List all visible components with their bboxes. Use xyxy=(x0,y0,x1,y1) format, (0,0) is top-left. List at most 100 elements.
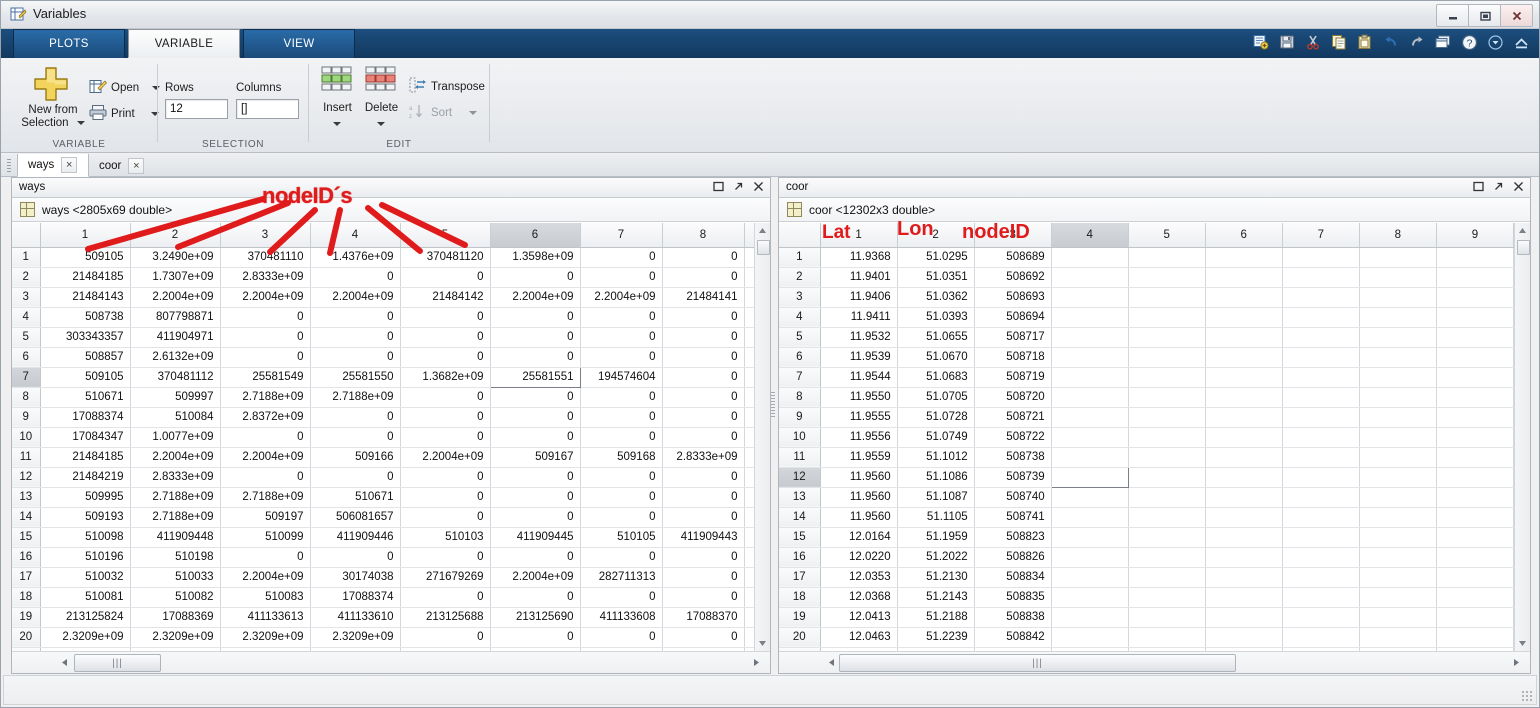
grid-cell[interactable]: 2.2004e+09 xyxy=(130,447,221,468)
grid-cell[interactable] xyxy=(1436,447,1515,468)
row-header-13[interactable]: 13 xyxy=(12,487,41,508)
grid-cell[interactable]: 0 xyxy=(662,427,745,448)
grid-cell[interactable]: 0 xyxy=(580,587,663,608)
table-row[interactable]: 1851008151008251008317088374000000 xyxy=(12,587,770,608)
grid-cell[interactable]: 17088369 xyxy=(130,607,221,628)
grid-cell[interactable]: 2.3209e+09 xyxy=(310,627,401,648)
grid-cell[interactable]: 0 xyxy=(400,547,491,568)
grid-cell[interactable] xyxy=(1282,307,1360,328)
grid-cell[interactable] xyxy=(1359,527,1437,548)
dropdown-icon[interactable] xyxy=(1485,32,1505,52)
column-header-5[interactable]: 5 xyxy=(1128,223,1206,248)
grid-cell[interactable] xyxy=(1205,527,1283,548)
grid-cell[interactable] xyxy=(1051,307,1129,328)
grid-cell[interactable] xyxy=(1359,567,1437,588)
scroll-left-icon[interactable] xyxy=(56,654,72,670)
grid-cell[interactable]: 508842 xyxy=(974,627,1052,648)
grid-cell[interactable]: 51.2188 xyxy=(897,607,975,628)
transpose-button[interactable]: Transpose xyxy=(409,77,485,97)
grid-cell[interactable]: 509168 xyxy=(580,447,663,468)
grid-cell[interactable] xyxy=(1282,547,1360,568)
grid-cell[interactable]: 508693 xyxy=(974,287,1052,308)
grid-cell[interactable]: 510033 xyxy=(130,567,221,588)
grid-cell[interactable]: 0 xyxy=(580,487,663,508)
columns-input[interactable]: [] xyxy=(236,99,299,119)
collapse-ribbon-icon[interactable] xyxy=(1511,32,1531,52)
grid-cell[interactable]: 11.9544 xyxy=(820,367,898,388)
grid-cell[interactable]: 51.0362 xyxy=(897,287,975,308)
grid-cell[interactable]: 510671 xyxy=(310,487,401,508)
grid-cell[interactable]: 509197 xyxy=(220,507,311,528)
grid-cell[interactable]: 0 xyxy=(580,247,663,268)
grid-cell[interactable]: 509167 xyxy=(490,447,581,468)
grid-cell[interactable]: 51.1086 xyxy=(897,467,975,488)
grid-cell[interactable]: 0 xyxy=(662,347,745,368)
grid-cell[interactable] xyxy=(1051,387,1129,408)
grid-cell[interactable]: 2.3209e+09 xyxy=(220,627,311,648)
grid-cell[interactable]: 11.9401 xyxy=(820,267,898,288)
grid-cell[interactable] xyxy=(1205,327,1283,348)
grid-cell[interactable] xyxy=(1128,447,1206,468)
grid-cell[interactable] xyxy=(1205,647,1283,651)
table-row[interactable]: 530334335741190497100000000 xyxy=(12,327,770,348)
row-header-5[interactable]: 5 xyxy=(779,327,821,348)
grid-cell[interactable]: 0 xyxy=(490,627,581,648)
grid-cell[interactable]: 51.0683 xyxy=(897,367,975,388)
grid-cell[interactable]: 303343357 xyxy=(40,327,131,348)
grid-cell[interactable]: 510099 xyxy=(220,527,311,548)
grid-cell[interactable]: 0 xyxy=(400,327,491,348)
grid-cell[interactable]: 0 xyxy=(490,507,581,528)
grid-cell[interactable]: 0 xyxy=(400,267,491,288)
grid-cell[interactable]: 11.9411 xyxy=(820,307,898,328)
scroll-down-icon[interactable] xyxy=(755,636,770,651)
grid-cell[interactable] xyxy=(1128,407,1206,428)
grid-cell[interactable]: 0 xyxy=(662,647,745,651)
grid-cell[interactable]: 2.2004e+09 xyxy=(220,447,311,468)
grid-cell[interactable]: 411904971 xyxy=(130,327,221,348)
grid-cell[interactable]: 0 xyxy=(580,407,663,428)
grid-cell[interactable]: 0 xyxy=(310,267,401,288)
row-header-1[interactable]: 1 xyxy=(12,247,41,268)
grid-cell[interactable] xyxy=(1128,327,1206,348)
row-header-5[interactable]: 5 xyxy=(12,327,41,348)
grid-cell[interactable]: 2.2004e+09 xyxy=(310,287,401,308)
grid-cell[interactable]: 17088374 xyxy=(40,407,131,428)
row-header-16[interactable]: 16 xyxy=(12,547,41,568)
close-button[interactable] xyxy=(753,181,764,195)
grid-cell[interactable]: 0 xyxy=(400,627,491,648)
table-row[interactable]: 2 11.9401 51.0351 508692 xyxy=(779,267,1515,288)
grid-cell[interactable]: 0 xyxy=(580,467,663,488)
grid-cell[interactable] xyxy=(1051,647,1129,651)
grid-cell[interactable]: 1.7307e+09 xyxy=(130,267,221,288)
grid-cell[interactable] xyxy=(1436,487,1515,508)
grid-cell[interactable]: 2.7188e+09 xyxy=(220,387,311,408)
grid-cell[interactable]: 25581626 xyxy=(220,647,311,651)
grid-cell[interactable]: 0 xyxy=(662,567,745,588)
scroll-down-icon[interactable] xyxy=(1515,636,1530,651)
table-row[interactable]: 18 12.0368 51.2143 508835 xyxy=(779,587,1515,608)
grid-cell[interactable]: 2.3209e+09 xyxy=(40,627,131,648)
column-header-2[interactable]: 2 xyxy=(130,223,221,248)
grid-cell[interactable]: 508834 xyxy=(974,567,1052,588)
column-header-8[interactable]: 8 xyxy=(1359,223,1437,248)
grid-cell[interactable]: 11.9539 xyxy=(820,347,898,368)
grid-cell[interactable]: 0 xyxy=(400,507,491,528)
grid-cell[interactable] xyxy=(1359,307,1437,328)
grid-cell[interactable] xyxy=(1359,387,1437,408)
selected-cell[interactable] xyxy=(1050,466,1129,488)
grid-cell[interactable]: 0 xyxy=(490,407,581,428)
grid-cell[interactable] xyxy=(1359,467,1437,488)
row-header-17[interactable]: 17 xyxy=(12,567,41,588)
grid-cell[interactable]: 0 xyxy=(580,427,663,448)
column-header-5[interactable]: 5 xyxy=(400,223,491,248)
grid-cell[interactable] xyxy=(1436,327,1515,348)
grid-cell[interactable] xyxy=(1282,347,1360,368)
grid-cell[interactable]: 0 xyxy=(220,347,311,368)
grid-cell[interactable] xyxy=(1282,607,1360,628)
grid-cell[interactable]: 2.8333e+09 xyxy=(130,467,221,488)
table-row[interactable]: 13 11.9560 51.1087 508740 xyxy=(779,487,1515,508)
grid-cell[interactable]: 0 xyxy=(400,347,491,368)
grid-cell[interactable]: 411133613 xyxy=(220,607,311,628)
row-header-11[interactable]: 11 xyxy=(12,447,41,468)
